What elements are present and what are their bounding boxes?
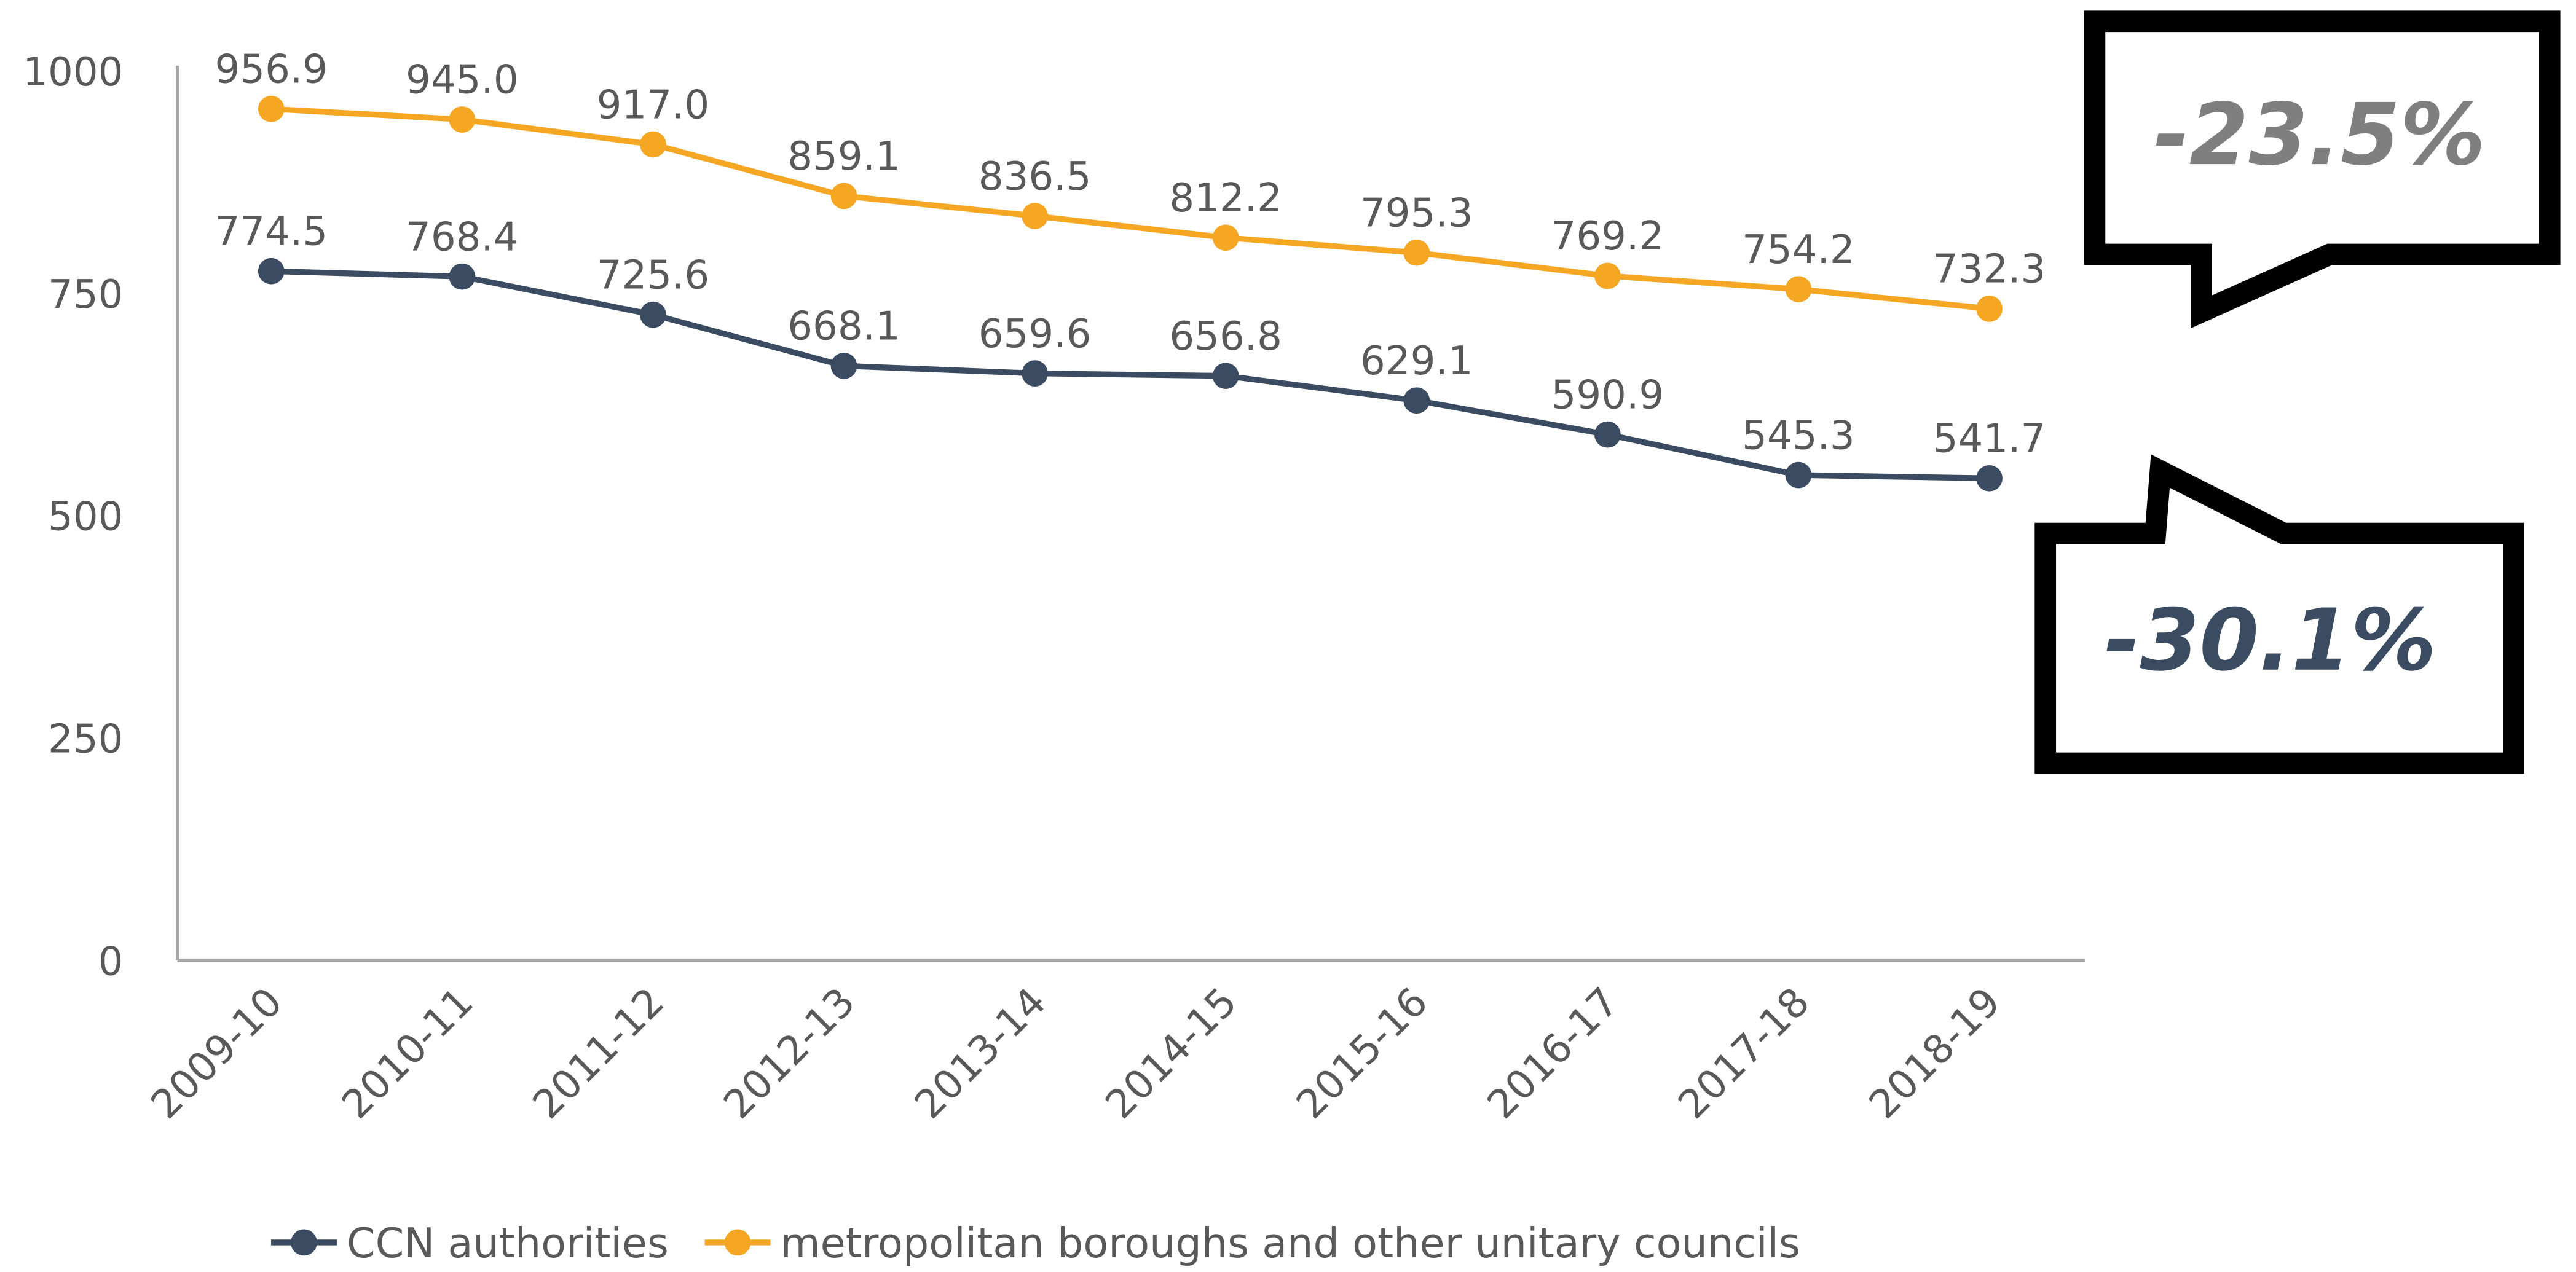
data-point bbox=[1976, 296, 2003, 322]
data-label: 836.5 bbox=[979, 154, 1092, 200]
y-tick-label: 0 bbox=[98, 939, 124, 985]
data-label: 659.6 bbox=[979, 311, 1092, 357]
x-tick-label: 2013-14 bbox=[906, 979, 1055, 1128]
data-point bbox=[1022, 360, 1048, 387]
data-point bbox=[449, 106, 476, 133]
data-label: 956.9 bbox=[215, 47, 328, 93]
legend-label: CCN authorities bbox=[347, 1219, 669, 1267]
data-label: 917.0 bbox=[597, 82, 710, 128]
data-label: 795.3 bbox=[1360, 190, 1473, 236]
data-point bbox=[449, 263, 476, 290]
x-tick-label: 2015-16 bbox=[1288, 979, 1437, 1128]
data-label: 668.1 bbox=[787, 304, 900, 350]
data-point bbox=[1976, 465, 2003, 492]
data-point bbox=[1403, 239, 1430, 266]
data-label: 769.2 bbox=[1551, 213, 1664, 259]
x-tick-label: 2012-13 bbox=[715, 979, 864, 1128]
y-tick-label: 750 bbox=[48, 272, 123, 318]
data-label: 768.4 bbox=[406, 214, 519, 260]
data-point bbox=[1785, 276, 1812, 303]
data-label: 859.1 bbox=[787, 133, 900, 179]
data-point bbox=[258, 95, 285, 122]
x-tick-label: 2016-17 bbox=[1479, 979, 1628, 1128]
data-point bbox=[1212, 363, 1239, 390]
data-label: 656.8 bbox=[1169, 313, 1282, 359]
data-label: 545.3 bbox=[1742, 412, 1855, 458]
callout-box bbox=[2034, 454, 2524, 774]
data-point bbox=[258, 257, 285, 285]
annotation: -30.1% bbox=[2105, 591, 2436, 690]
legend-marker bbox=[291, 1229, 317, 1256]
data-point bbox=[830, 352, 857, 379]
x-tick-label: 2017-18 bbox=[1669, 979, 1819, 1128]
data-point bbox=[1212, 224, 1239, 251]
callout-box bbox=[2084, 10, 2561, 329]
y-tick-label: 250 bbox=[48, 716, 123, 763]
data-label: 812.2 bbox=[1169, 175, 1282, 221]
data-label: 754.2 bbox=[1742, 227, 1855, 273]
data-point bbox=[640, 131, 666, 158]
legend-label: metropolitan boroughs and other unitary … bbox=[781, 1219, 1800, 1267]
data-label: 732.3 bbox=[1933, 246, 2046, 292]
data-point bbox=[640, 301, 666, 328]
data-point bbox=[830, 183, 857, 210]
series-line bbox=[271, 268, 1990, 481]
data-label: 590.9 bbox=[1551, 372, 1664, 418]
legend-marker bbox=[724, 1229, 751, 1256]
data-label: 541.7 bbox=[1933, 416, 2046, 462]
data-label: 629.1 bbox=[1360, 338, 1473, 384]
data-point bbox=[1403, 387, 1430, 414]
x-tick-label: 2014-15 bbox=[1097, 979, 1246, 1128]
data-point bbox=[1022, 203, 1048, 229]
y-tick-label: 500 bbox=[48, 494, 123, 540]
data-label: 725.6 bbox=[597, 252, 710, 298]
data-label: 945.0 bbox=[406, 57, 519, 103]
x-tick-label: 2010-11 bbox=[333, 979, 483, 1128]
data-point bbox=[1594, 421, 1621, 448]
data-point bbox=[1594, 262, 1621, 289]
x-tick-label: 2009-10 bbox=[142, 979, 291, 1128]
y-tick-label: 1000 bbox=[23, 49, 123, 95]
data-label: 774.5 bbox=[215, 209, 328, 255]
data-point bbox=[1785, 461, 1812, 489]
x-tick-label: 2018-19 bbox=[1861, 979, 2010, 1128]
series-line bbox=[271, 106, 1990, 312]
annotation: -23.5% bbox=[2154, 85, 2486, 184]
x-tick-label: 2011-12 bbox=[524, 979, 674, 1128]
